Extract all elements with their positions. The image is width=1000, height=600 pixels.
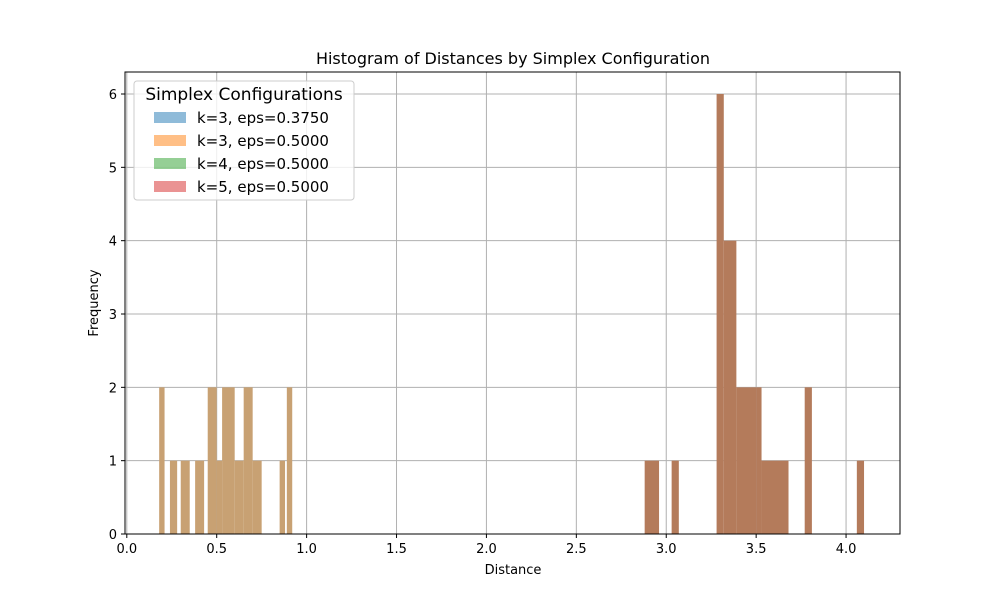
histogram-bar [169,460,178,534]
y-axis-title: Frequency [87,269,102,336]
x-tick-label: 2.5 [566,542,587,557]
histogram-bar [761,460,789,534]
y-tick-label: 2 [109,381,117,396]
legend-label: k=3, eps=0.5000 [197,132,329,150]
histogram-bar [856,460,865,534]
x-tick-label: 0.5 [206,542,227,557]
chart-title: Histogram of Distances by Simplex Config… [316,49,710,68]
x-tick-label: 3.5 [746,542,767,557]
y-tick-label: 5 [109,161,117,176]
legend-label: k=3, eps=0.3750 [197,109,329,127]
histogram-bar [207,387,217,534]
legend-swatch [154,112,186,123]
histogram-bar [736,387,757,534]
legend-label: k=5, eps=0.5000 [197,178,329,196]
legend-swatch [154,158,186,169]
y-tick-label: 1 [109,455,117,470]
histogram-bar [234,460,244,534]
x-tick-label: 1.0 [296,542,317,557]
x-tick-label: 4.0 [836,542,857,557]
x-tick-label: 2.0 [476,542,497,557]
histogram-bar [671,460,679,534]
x-tick-label: 3.0 [656,542,677,557]
legend-entries: k=3, eps=0.3750 k=3, eps=0.5000 k=4, eps=0… [154,109,329,196]
histogram-bar [286,387,293,534]
x-tick-label: 0.0 [116,542,137,557]
legend-title: Simplex Configurations [145,85,343,105]
histogram-bar [756,387,762,534]
histogram-bar [243,387,253,534]
y-axis-ticks: 0 1 2 3 4 5 6 [109,88,125,543]
histogram-bar [804,387,812,534]
histogram-bar [195,460,205,534]
histogram-bar [159,387,165,534]
histogram-bar [252,460,262,534]
legend: Simplex Configurations k=3, eps=0.3750k=… [133,80,355,201]
y-tick-label: 3 [109,308,117,323]
x-axis-ticks: 0.0 0.5 1.0 1.5 2.0 2.5 3.0 3.5 4.0 [116,534,856,557]
histogram-bar [723,240,737,534]
y-tick-label: 0 [109,528,117,543]
histogram-bars [159,94,865,534]
legend-swatch [154,135,186,146]
y-tick-label: 6 [109,88,117,103]
legend-box [133,80,355,201]
histogram-bar [644,460,660,534]
legend-label: k=4, eps=0.5000 [197,155,329,173]
histogram-bar [180,460,190,534]
plot-area-frame [124,71,901,535]
y-tick-label: 4 [109,235,117,250]
histogram-bar [216,460,223,534]
histogram-bar [222,387,235,534]
histogram-bar [279,460,286,534]
histogram-bar [716,94,724,534]
x-axis-title: Distance [485,563,542,578]
legend-swatch [154,181,186,192]
x-tick-label: 1.5 [386,542,407,557]
